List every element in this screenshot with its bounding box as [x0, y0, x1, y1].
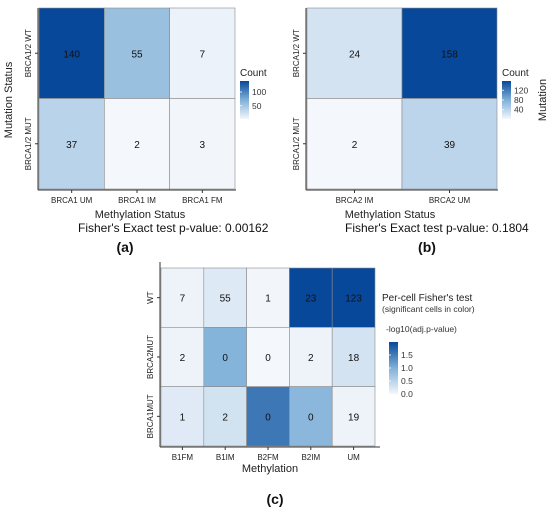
panel-b-legend-colorbar	[502, 81, 511, 119]
panel-a-cell-BRCA12MUT-BRCA1IM	[104, 98, 170, 190]
panel-a-cell-value: 3	[200, 140, 206, 151]
panel-c-cell-value: 55	[220, 294, 232, 305]
panel-c-legend-subtitle: (significant cells in color)	[382, 304, 475, 314]
panel-c-cell-value: 2	[222, 412, 228, 423]
panel-b-legend-title: Count	[502, 68, 529, 79]
panel-b-label: (b)	[418, 239, 436, 255]
panel-c-y-tick-label: WT	[146, 291, 155, 304]
panel-c-cell-value: 0	[265, 412, 271, 423]
panel-c-cell-value: 0	[222, 353, 228, 364]
panel-c-legend-tick-label: 0.0	[401, 389, 413, 399]
panel-a-heatmap: 140 55 7 37 2 3 BRCA1 UM BRCA1 IM BRCA1 FM BRCA…	[3, 7, 269, 255]
panel-a-label: (a)	[116, 239, 133, 255]
panel-a-pvalue: Fisher's Exact test p-value: 0.00162	[78, 221, 269, 235]
panel-c-x-tick-label: UM	[347, 453, 360, 462]
panel-c-cell-BRCA2MUT-B2FM	[246, 327, 290, 387]
panel-c-cell-value: 19	[348, 412, 360, 423]
panel-a-legend-tick-label: 50	[252, 101, 262, 111]
panel-b-cell-BRCA12MUT-BRCA2IM	[306, 98, 403, 190]
panel-c-cell-value: 7	[180, 294, 186, 305]
panel-c-x-tick-label: B1IM	[216, 453, 235, 462]
panel-c-cell-BRCA1MUT-B2FM	[246, 386, 290, 447]
panel-a-legend-title: Count	[240, 68, 267, 79]
panel-c-cell-value: 2	[308, 353, 314, 364]
panel-c-y-tick-label: BRCA2MUT	[146, 335, 155, 379]
panel-a-y-axis-title: Mutation Status	[3, 61, 15, 138]
panel-c-cell-BRCA2MUT-UM	[331, 327, 376, 387]
panel-c-cell-BRCA1MUT-UM	[331, 386, 376, 447]
panel-b-cell-BRCA12MUT-BRCA2UM	[401, 98, 498, 190]
panel-c-x-tick-label: B1FM	[172, 453, 194, 462]
panel-b-cell-value: 24	[349, 49, 361, 60]
panel-c-cell-BRCA1MUT-B2IM	[289, 386, 333, 447]
panel-a-x-tick-label: BRCA1 IM	[118, 196, 156, 205]
panel-b-legend-tick-label: 80	[514, 95, 524, 105]
panel-b-cell-value: 158	[441, 49, 458, 60]
panel-a-cell-BRCA12WT-BRCA1UM	[38, 7, 105, 99]
panel-a-cell-value: 7	[200, 49, 206, 60]
panel-c-cell-value: 2	[180, 353, 186, 364]
panel-c-x-tick-label: B2IM	[301, 453, 320, 462]
panel-a-legend-colorbar	[240, 81, 249, 119]
panel-a-cell-BRCA12MUT-BRCA1UM	[38, 98, 105, 190]
panel-c-legend-tick-label: 1.0	[401, 363, 413, 373]
panel-a-x-axis-title: Methylation Status	[95, 209, 186, 221]
panel-a-x-tick-label: BRCA1 FM	[182, 196, 223, 205]
panel-a-cell-BRCA12WT-BRCA1FM	[169, 7, 236, 99]
panel-c-y-tick-label: BRCA1MUT	[146, 394, 155, 438]
panel-b-cell-value: 2	[352, 140, 358, 151]
panel-a-cell-BRCA12MUT-BRCA1FM	[169, 98, 236, 190]
panel-a-cell-value: 140	[63, 49, 80, 60]
panel-b-legend-tick-label: 120	[514, 85, 528, 95]
panel-b-y-tick-label: BRCA1/2 WT	[292, 29, 301, 77]
panel-c-cell-WT-B1FM	[160, 267, 205, 328]
panel-a-x-tick-label: BRCA1 UM	[51, 196, 93, 205]
panel-a-cell-BRCA12WT-BRCA1IM	[104, 7, 170, 99]
panel-a-cell-value: 55	[131, 49, 143, 60]
panel-b-y-axis-title: Mutation	[537, 79, 549, 121]
panel-b-x-tick-label: BRCA2 IM	[336, 196, 374, 205]
panel-b-y-tick-label: BRCA1/2 MUT	[292, 117, 301, 170]
panel-b-cell-BRCA12WT-BRCA2IM	[306, 7, 403, 99]
panel-c-legend-colorbar	[389, 342, 398, 394]
panel-c-x-axis-title: Methylation	[242, 463, 298, 475]
panel-c-legend-tick-label: 0.5	[401, 376, 413, 386]
panel-c-legend-scale-label: -log10(adj.p-value)	[386, 324, 457, 334]
panel-a-y-tick-label: BRCA1/2 WT	[24, 29, 33, 77]
panel-b-x-tick-label: BRCA2 UM	[429, 196, 471, 205]
panel-c-cell-WT-B2IM	[289, 267, 333, 328]
panel-c-cell-BRCA2MUT-B2IM	[289, 327, 333, 387]
panel-a-cell-value: 2	[134, 140, 140, 151]
panel-b-x-axis-title: Methylation Status	[345, 209, 436, 221]
panel-c-cell-value: 123	[345, 294, 362, 305]
panel-c-cell-value: 1	[180, 412, 186, 423]
panel-c-legend: Per-cell Fisher's test (significant cell…	[382, 293, 475, 399]
panel-c-legend-title: Per-cell Fisher's test	[382, 293, 472, 304]
panel-c-cell-value: 0	[265, 353, 271, 364]
panel-b-cell-BRCA12WT-BRCA2UM	[401, 7, 498, 99]
panel-b-cell-value: 39	[444, 140, 456, 151]
panel-a-y-tick-label: BRCA1/2 MUT	[24, 117, 33, 170]
panel-c-cell-BRCA1MUT-B1FM	[160, 386, 205, 447]
panel-b-pvalue: Fisher's Exact test p-value: 0.1804	[345, 221, 529, 235]
panel-c-legend-tick-label: 1.5	[401, 350, 413, 360]
panel-c-cell-value: 1	[265, 294, 271, 305]
panel-c-cell-BRCA1MUT-B1IM	[203, 386, 247, 447]
panel-c-x-tick-label: B2FM	[257, 453, 279, 462]
panel-a-cell-value: 37	[66, 140, 78, 151]
panel-c-cell-value: 0	[308, 412, 314, 423]
panel-a-legend-tick-label: 100	[252, 87, 266, 97]
panel-b-legend-tick-label: 40	[514, 105, 524, 115]
panel-c-cell-value: 23	[305, 294, 317, 305]
panel-c-label: (c)	[266, 491, 283, 507]
panel-c-cell-WT-UM	[331, 267, 376, 328]
panel-c-cell-value: 18	[348, 353, 360, 364]
panel-a-legend: Count 50 100	[240, 68, 267, 119]
panel-b-heatmap: 24 158 2 39 BRCA2 IM BRCA2 UM BRCA1/2 WT BRCA…	[292, 7, 549, 255]
